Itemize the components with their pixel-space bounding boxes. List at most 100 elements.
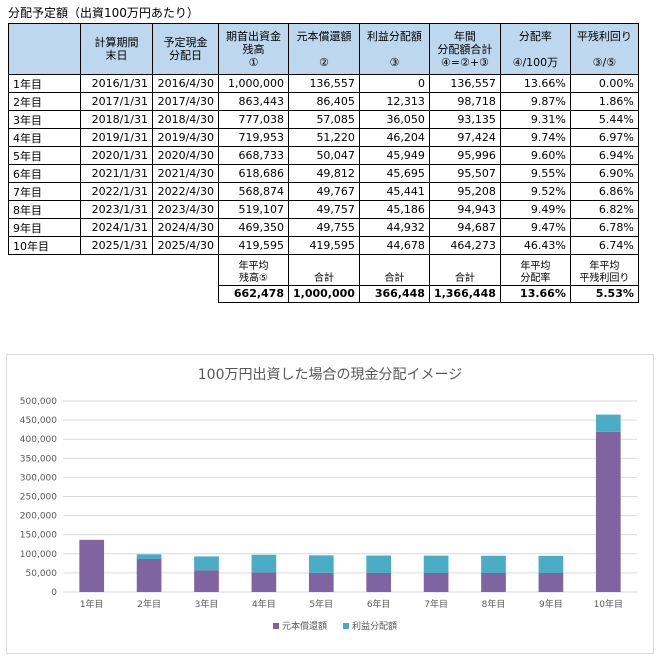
bar-segment <box>79 539 105 592</box>
blank-cell <box>81 286 153 303</box>
blank-cell <box>153 286 219 303</box>
table-cell: 2016/1/31 <box>80 74 153 93</box>
header-cell: 分配率 ④/100万 <box>499 23 571 75</box>
table-cell: 719,953 <box>218 128 289 147</box>
table-cell: 97,424 <box>428 128 501 147</box>
table-row: 9年目 2024/1/31 2024/4/30 469,350 49,755 44,932… <box>8 218 639 237</box>
summary-label: 合計 <box>288 254 360 286</box>
table-cell: 419,595 <box>218 236 289 255</box>
header-cell: 平残利回り ③/⑤ <box>569 23 639 75</box>
table-cell: 1.86% <box>569 92 639 111</box>
header-cell: 期首出資金 残高 ① <box>218 23 289 75</box>
table-cell: 49,757 <box>288 200 360 219</box>
summary-label-row: 年平均 残高⑤ 合計 合計 合計 年平均 分配率 年平均 平残利回り <box>9 254 639 286</box>
row-label-cell: 9年目 <box>8 218 81 237</box>
y-tick-label: 500,000 <box>20 397 57 407</box>
x-tick-label: 4年目 <box>252 598 276 610</box>
table-row: 1年目 2016/1/31 2016/4/30 1,000,000 136,557 0 13… <box>8 74 639 93</box>
table-cell: 2019/4/30 <box>152 128 219 147</box>
table-row: 8年目 2023/1/31 2023/4/30 519,107 49,757 45,186… <box>8 200 639 219</box>
summary-label: 年平均 平残利回り <box>569 254 639 286</box>
blank-cell <box>81 255 153 286</box>
x-tick-label: 2年目 <box>137 598 161 610</box>
bar-segment <box>595 414 621 432</box>
bar-segment <box>194 556 219 571</box>
table-cell: 98,718 <box>428 92 501 111</box>
table-cell: 45,949 <box>358 146 430 165</box>
legend-swatch <box>343 623 349 629</box>
chart-title: 100万円出資した場合の現金分配イメージ <box>198 367 462 383</box>
table-row: 7年目 2022/1/31 2022/4/30 568,874 49,767 45,441… <box>8 182 639 201</box>
table-cell: 94,943 <box>428 200 501 219</box>
y-tick-label: 250,000 <box>20 493 57 503</box>
distribution-chart: 100万円出資した場合の現金分配イメージ 0 50,000 100,000 150,00… <box>6 354 654 654</box>
table-cell: 50,047 <box>288 146 360 165</box>
header-cell: 元本償還額 ② <box>288 23 360 75</box>
table-cell: 95,208 <box>428 182 501 201</box>
summary-value: 366,448 <box>358 285 430 303</box>
table-cell: 51,220 <box>288 128 360 147</box>
y-tick-label: 350,000 <box>20 454 57 464</box>
table-row: 4年目 2019/1/31 2019/4/30 719,953 51,220 46,204… <box>8 128 639 147</box>
row-label-cell: 6年目 <box>8 164 81 183</box>
row-label-cell: 4年目 <box>8 128 81 147</box>
table-cell: 2018/1/31 <box>80 110 153 129</box>
blank-cell <box>153 255 219 286</box>
table-cell: 2024/4/30 <box>152 218 219 237</box>
table-cell: 2019/1/31 <box>80 128 153 147</box>
summary-value: 13.66% <box>499 285 571 303</box>
blank-cell <box>9 255 81 286</box>
table-cell: 469,350 <box>218 218 289 237</box>
legend-swatch <box>273 623 279 629</box>
bar-segment <box>423 555 449 573</box>
table-cell: 2021/4/30 <box>152 164 219 183</box>
row-label-cell: 8年目 <box>8 200 81 219</box>
bar-segment <box>136 558 162 592</box>
bar-segment <box>423 572 449 592</box>
table-cell: 9.31% <box>499 110 571 129</box>
table-cell: 36,050 <box>358 110 430 129</box>
bar-segment <box>538 572 564 592</box>
table-cell: 6.90% <box>569 164 639 183</box>
table-cell: 618,686 <box>218 164 289 183</box>
table-cell: 49,812 <box>288 164 360 183</box>
table-cell: 2020/4/30 <box>152 146 219 165</box>
summary-value: 1,000,000 <box>288 285 360 303</box>
table-cell: 863,443 <box>218 92 289 111</box>
y-tick-label: 300,000 <box>20 473 57 483</box>
table-cell: 464,273 <box>428 236 501 255</box>
table-cell: 136,557 <box>288 74 360 93</box>
table-cell: 95,996 <box>428 146 501 165</box>
x-tick-label: 7年目 <box>424 598 448 610</box>
x-tick-label: 9年目 <box>539 598 563 610</box>
legend-label: 元本償還額 <box>282 620 327 632</box>
row-label-cell: 10年目 <box>8 236 81 255</box>
summary-label: 合計 <box>358 254 430 286</box>
x-tick-label: 8年目 <box>482 598 506 610</box>
table-cell: 9.47% <box>499 218 571 237</box>
row-label-cell: 7年目 <box>8 182 81 201</box>
bar-segment <box>136 554 162 559</box>
summary-value: 5.53% <box>569 285 639 303</box>
table-cell: 0 <box>358 74 430 93</box>
summary-value-row: 662,478 1,000,000 366,448 1,366,448 13.66% 5.… <box>9 285 639 303</box>
table-cell: 668,733 <box>218 146 289 165</box>
y-tick-label: 100,000 <box>20 550 57 560</box>
bar-segment <box>308 572 334 592</box>
table-cell: 2022/4/30 <box>152 182 219 201</box>
table-cell: 93,135 <box>428 110 501 129</box>
table-cell: 9.52% <box>499 182 571 201</box>
distribution-table: 計算期間 末日 予定現金 分配日 期首出資金 残高 ① 元本償還額 ② 利益分配額 ③ 年間 分配額合計… <box>8 23 639 303</box>
table-row: 6年目 2021/1/31 2021/4/30 618,686 49,812 45,695… <box>8 164 639 183</box>
table-cell: 2025/4/30 <box>152 236 219 255</box>
table-cell: 2024/1/31 <box>80 218 153 237</box>
table-cell: 12,313 <box>358 92 430 111</box>
y-tick-label: 50,000 <box>26 569 58 579</box>
table-cell: 2025/1/31 <box>80 236 153 255</box>
table-cell: 2018/4/30 <box>152 110 219 129</box>
table-cell: 13.66% <box>499 74 571 93</box>
table-row: 10年目 2025/1/31 2025/4/30 419,595 419,595 44,6… <box>8 236 639 255</box>
table-cell: 2023/4/30 <box>152 200 219 219</box>
table-cell: 9.60% <box>499 146 571 165</box>
blank-cell <box>9 286 81 303</box>
